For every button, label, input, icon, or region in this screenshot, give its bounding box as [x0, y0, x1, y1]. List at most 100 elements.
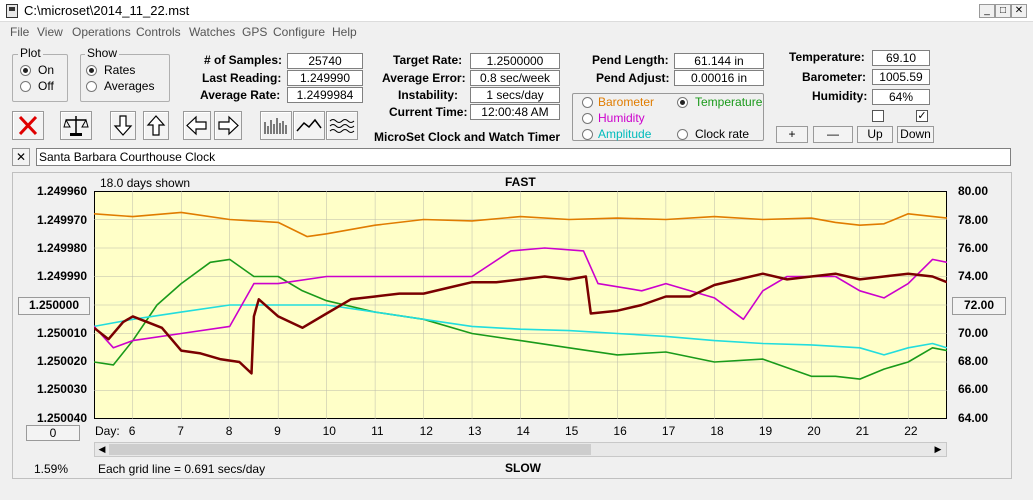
pend-length-field: 61.144 in — [674, 53, 764, 69]
average-rate-field: 1.2499984 — [287, 87, 363, 103]
day-tick-label: 7 — [177, 424, 184, 438]
current-time-field: 12:00:48 AM — [470, 104, 560, 120]
left-tick: 1.250030 — [36, 382, 87, 396]
minus-button[interactable]: — — [813, 126, 853, 143]
scroll-left-arrow-icon[interactable]: ◀ — [98, 444, 106, 454]
day-tick-label: 17 — [661, 424, 676, 438]
menu-controls[interactable]: Controls — [136, 25, 181, 39]
minimize-button[interactable]: _ — [979, 4, 995, 18]
menu-operations[interactable]: Operations — [72, 25, 131, 39]
target-rate-field[interactable]: 1.2500000 — [470, 53, 560, 69]
show-rates-radio[interactable] — [86, 65, 97, 76]
humidity-radio[interactable] — [582, 113, 593, 124]
right-center-value-button[interactable]: 72.00 — [952, 297, 1006, 315]
average-error-label: Average Error: — [382, 71, 466, 85]
left-tick: 1.250010 — [36, 326, 87, 340]
right-tick: 80.00 — [958, 184, 989, 198]
balance-button[interactable] — [60, 111, 92, 140]
day-tick-label: 8 — [225, 424, 233, 438]
right-tick: 74.00 — [958, 269, 989, 283]
barometer-radio[interactable] — [582, 97, 593, 108]
stop-button[interactable] — [12, 111, 44, 140]
instability-field: 1 secs/day — [470, 87, 560, 103]
wave-lines-icon — [329, 119, 355, 133]
plot-on-label: On — [38, 63, 55, 77]
clock-rate-radio[interactable] — [677, 129, 688, 140]
right-tick: 64.00 — [958, 411, 989, 425]
horizontal-scrollbar[interactable]: ◀ ▶ — [94, 442, 947, 457]
arrow-right-icon — [218, 115, 239, 136]
series-line-humidity — [94, 247, 947, 349]
close-window-button[interactable]: ✕ — [1011, 4, 1027, 18]
menu-view[interactable]: View — [37, 25, 63, 39]
right-checkbox-checked[interactable]: ✓ — [916, 110, 928, 122]
menu-help[interactable]: Help — [332, 25, 357, 39]
show-rates-label: Rates — [104, 63, 136, 77]
arrow-up-icon — [146, 115, 166, 136]
scroll-right-arrow-icon[interactable]: ▶ — [934, 444, 942, 454]
day-tick-label: 10 — [322, 424, 336, 438]
menu-gps[interactable]: GPS — [242, 25, 268, 39]
day-tick-label: 13 — [468, 424, 482, 438]
clock-name-field[interactable]: Santa Barbara Courthouse Clock — [36, 148, 1011, 166]
line-graph-icon — [296, 118, 322, 132]
line-view-button[interactable] — [293, 111, 325, 140]
left-tick: 1.250040 — [36, 411, 87, 425]
clock-rate-option-label: Clock rate — [695, 127, 750, 141]
pend-adjust-field: 0.00016 in — [674, 70, 764, 86]
menu-watches[interactable]: Watches — [189, 25, 236, 39]
current-time-label: Current Time: — [389, 105, 468, 119]
clear-clock-button[interactable]: ✕ — [12, 148, 30, 166]
title-bar: C:\microset\2014_11_22.mst _ □ ✕ — [0, 0, 1033, 22]
series-line-temperature — [94, 258, 947, 380]
amplitude-option-label: Amplitude — [598, 127, 652, 141]
app-icon[interactable] — [6, 4, 18, 18]
down-button[interactable]: Down — [897, 126, 934, 143]
right-tick: 66.00 — [958, 382, 989, 396]
plot-off-radio[interactable] — [20, 81, 31, 92]
wave-view-button[interactable] — [326, 111, 358, 140]
maximize-button[interactable]: □ — [995, 4, 1011, 18]
plot-on-radio[interactable] — [20, 65, 31, 76]
red-x-icon — [18, 115, 38, 136]
day-tick-label: 16 — [613, 424, 627, 438]
move-up-button[interactable] — [143, 111, 169, 140]
barometer-field: 1005.59 — [872, 69, 930, 85]
menu-file[interactable]: File — [10, 25, 30, 39]
bar-view-button[interactable] — [260, 111, 292, 140]
left-tick: 1.249960 — [36, 184, 87, 198]
right-tick: 78.00 — [958, 213, 989, 227]
instability-label: Instability: — [398, 88, 459, 102]
zero-button[interactable]: 0 — [26, 425, 80, 441]
left-center-value-button[interactable]: 1.250000 — [18, 297, 90, 315]
barometer-option-label: Barometer — [598, 95, 655, 109]
move-down-button[interactable] — [110, 111, 136, 140]
samples-label: # of Samples: — [204, 53, 283, 67]
right-tick: 70.00 — [958, 326, 989, 340]
last-reading-label: Last Reading: — [202, 71, 282, 85]
day-tick-label: 19 — [758, 424, 773, 438]
left-checkbox[interactable] — [872, 110, 884, 122]
scroll-left-button[interactable] — [183, 111, 211, 140]
bar-graph-icon — [264, 118, 287, 134]
menu-configure[interactable]: Configure — [273, 25, 326, 39]
day-axis-label: Day: — [95, 424, 120, 438]
day-tick-label: 21 — [855, 424, 870, 438]
amplitude-radio[interactable] — [582, 129, 593, 140]
humidity-field: 64% — [872, 89, 930, 105]
grid-note-label: Each grid line = 0.691 secs/day — [98, 462, 266, 476]
days-shown-label: 18.0 days shown — [100, 176, 191, 190]
arrow-down-icon — [113, 115, 133, 136]
pend-adjust-label: Pend Adjust: — [596, 71, 670, 85]
scrollbar-thumb[interactable] — [109, 444, 591, 455]
target-rate-label: Target Rate: — [393, 53, 463, 67]
right-tick: 68.00 — [958, 354, 989, 368]
scroll-right-button[interactable] — [214, 111, 242, 140]
plot-group — [12, 54, 68, 102]
temperature-radio[interactable] — [677, 97, 688, 108]
up-button[interactable]: Up — [857, 126, 893, 143]
plus-button[interactable]: + — [776, 126, 808, 143]
show-averages-radio[interactable] — [86, 81, 97, 92]
series-line-amplitude — [94, 304, 947, 356]
plot-off-label: Off — [38, 79, 54, 93]
